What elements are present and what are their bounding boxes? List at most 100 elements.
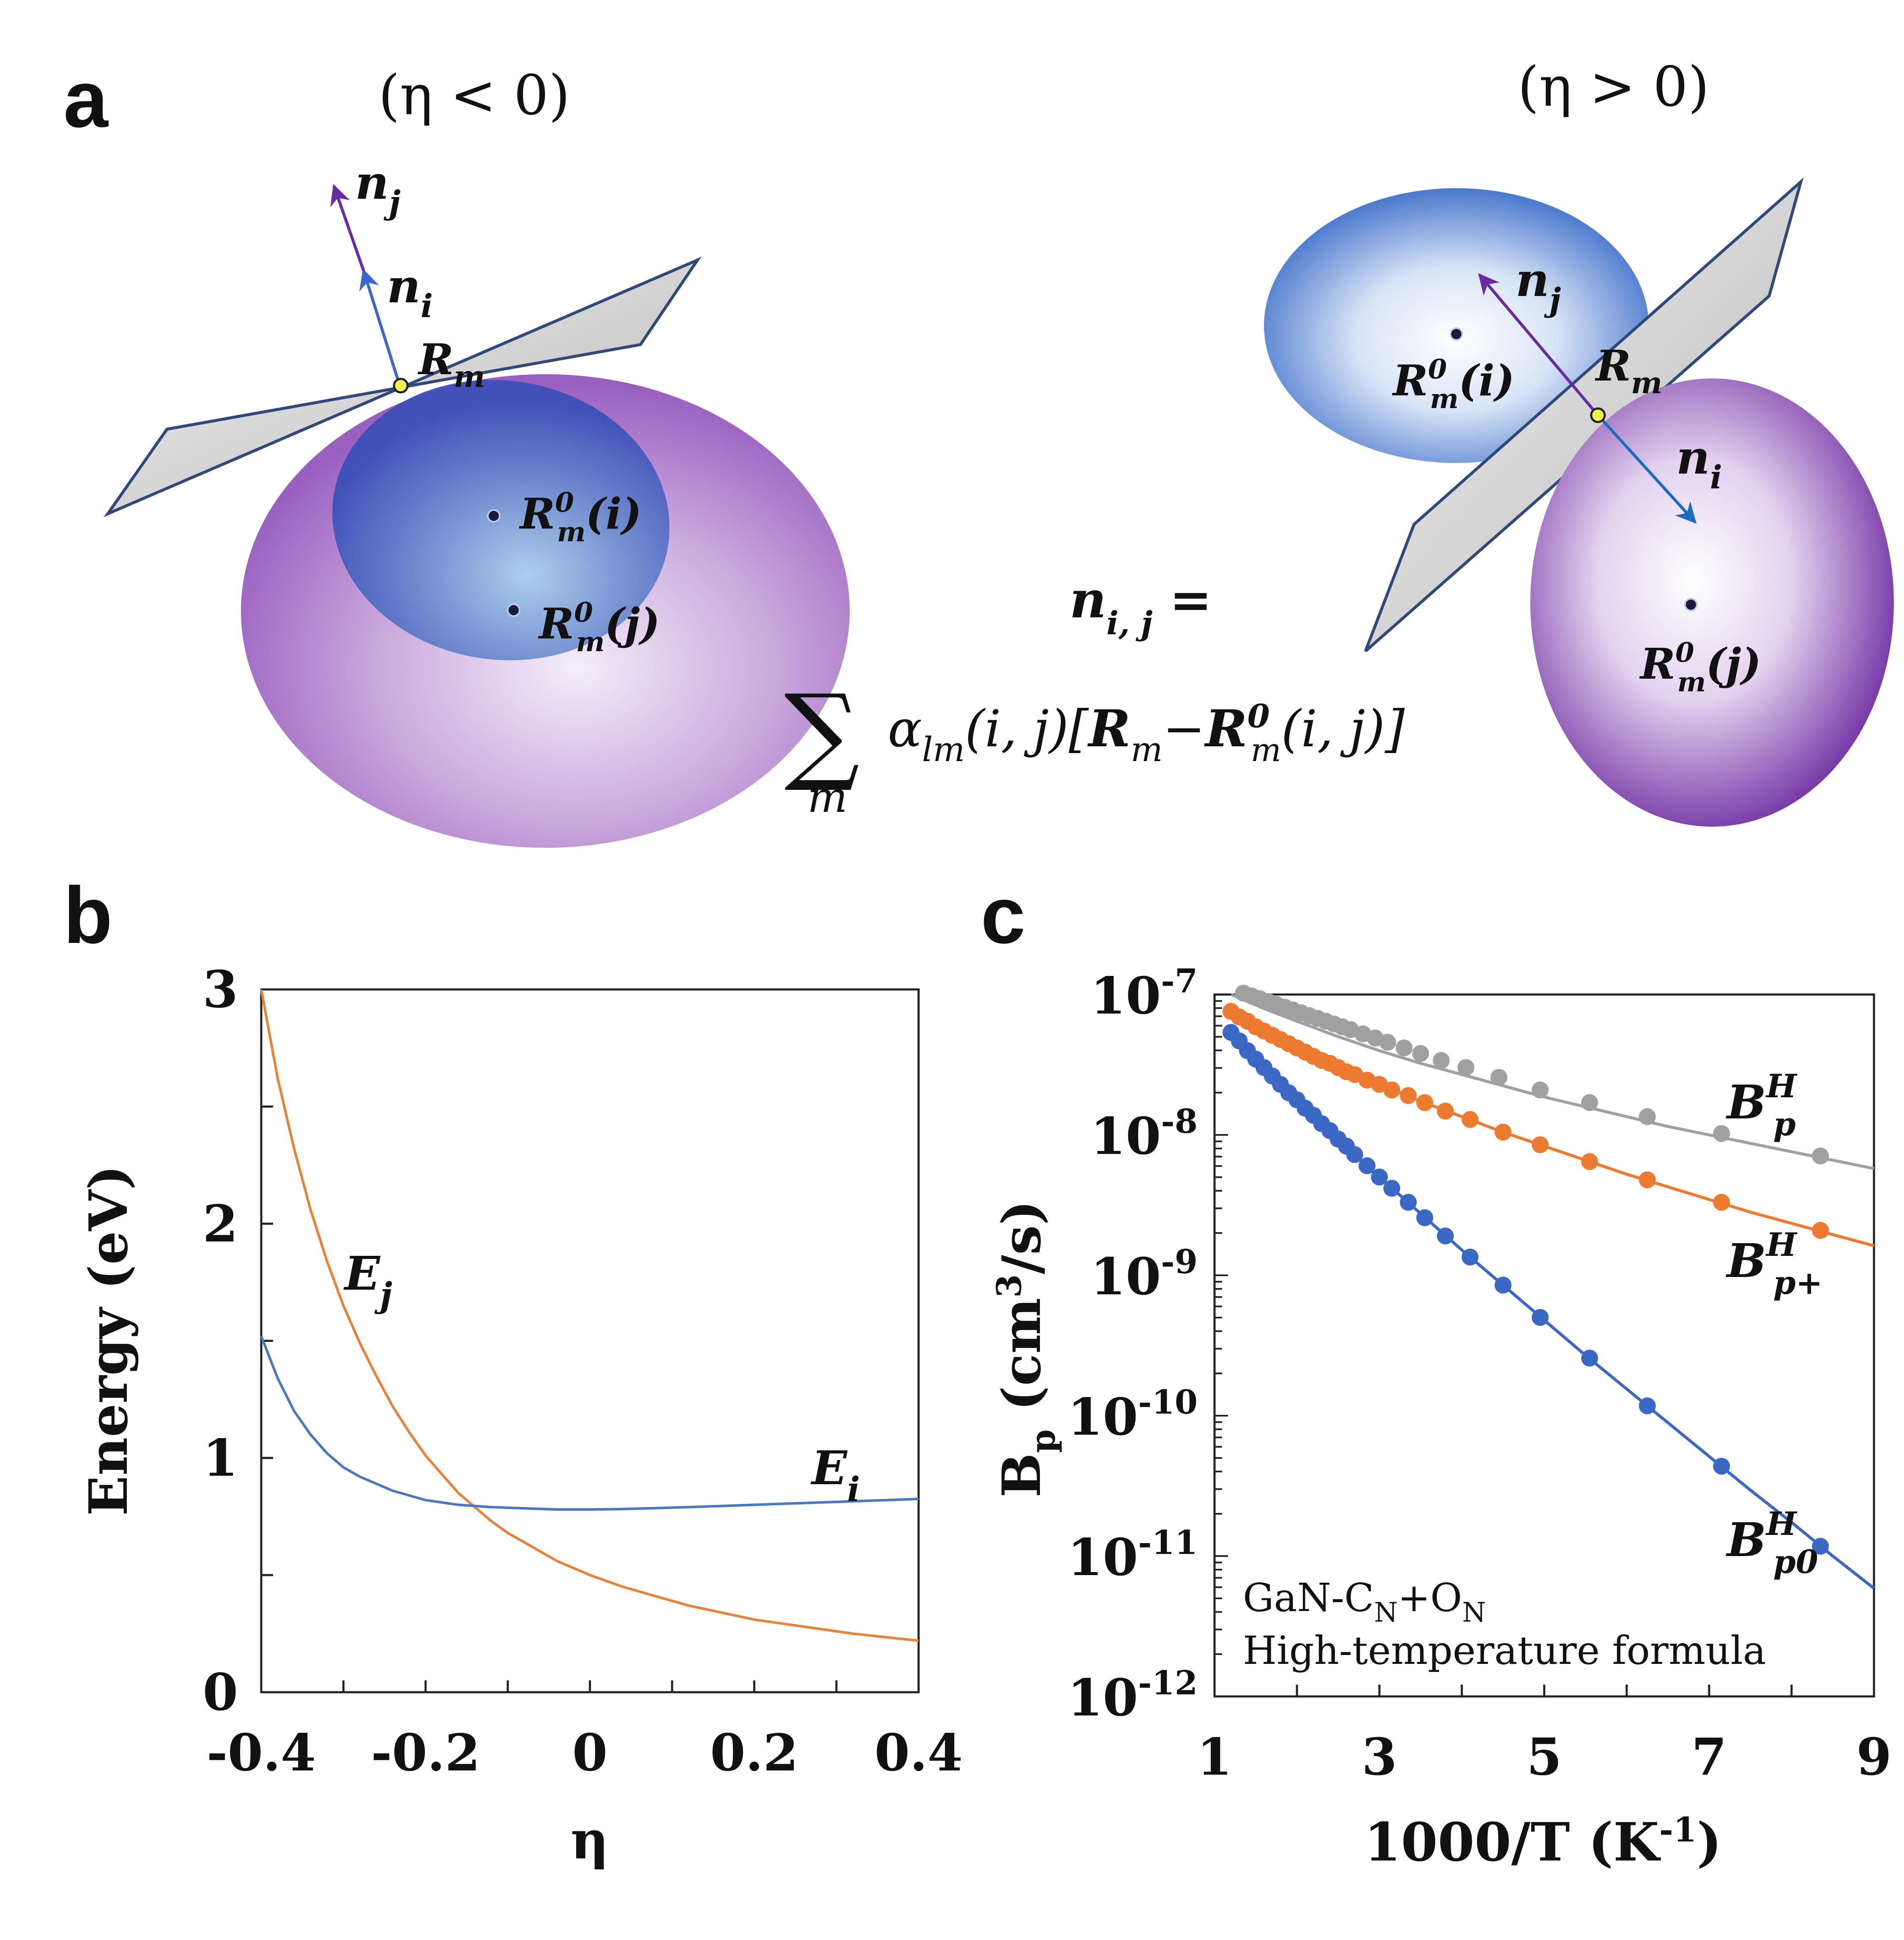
chart-c-y-tick-label: 10-8 — [1090, 1102, 1198, 1166]
label-ni-right: ni — [1676, 430, 1722, 496]
chart-c-point-1 — [1416, 1094, 1433, 1111]
chart-b-series-line-0 — [260, 989, 919, 1642]
contact-point-left — [393, 378, 409, 394]
chart-c-point-2 — [1383, 1180, 1401, 1197]
right-condition: (η > 0) — [1518, 55, 1710, 119]
label-Rm-right: Rm — [1595, 341, 1662, 400]
chart-c-point-0 — [1395, 1039, 1413, 1057]
chart-c-point-2 — [1812, 1537, 1829, 1555]
chart-c-point-0 — [1490, 1069, 1507, 1086]
contact-point-right — [1590, 407, 1606, 423]
chart-c-point-1 — [1713, 1194, 1730, 1211]
chart-c-y-ticks: 10-7 10-8 10-9 10-10 10-11 10-12 — [1067, 962, 1228, 1728]
chart-c-point-0 — [1532, 1081, 1549, 1099]
chart-b-y-tick-label: 3 — [203, 960, 238, 1019]
right-purple-ellipsoid — [1530, 378, 1894, 827]
normal-ni-arrow-right — [1597, 414, 1697, 524]
label-R0-j-left: R0 m(j) — [538, 597, 660, 658]
label-Bp: BH p — [1726, 1067, 1797, 1143]
center-j-left — [507, 603, 520, 617]
right-ellipsoid-group: nj Rm ni R0 m(i) R0 m(j) — [1264, 177, 1894, 827]
chart-b-x-ticks: -0.4 -0.2 0 0.2 0.4 — [207, 1680, 963, 1783]
center-i-right — [1450, 327, 1463, 341]
label-ni-left: ni — [387, 259, 433, 325]
chart-c-point-1 — [1400, 1087, 1417, 1104]
chart-c-point-1 — [1812, 1222, 1829, 1239]
chart-b-x-tick-label: -0.2 — [371, 1723, 480, 1783]
left-ellipsoid-group: nj ni Rm R0 m(i) R0 m(j) — [104, 155, 850, 848]
chart-c-point-0 — [1379, 1033, 1396, 1051]
chart-b-x-tick-label: -0.4 — [207, 1723, 316, 1783]
chart-c-point-2 — [1416, 1209, 1433, 1226]
chart-c-point-1 — [1461, 1111, 1479, 1128]
chart-c-point-1 — [1494, 1123, 1512, 1141]
chart-c-x-tick-label: 3 — [1362, 1727, 1397, 1787]
inner-blue-ellipsoid — [332, 380, 670, 660]
label-Bp-plus: BH p+ — [1726, 1226, 1823, 1302]
chart-c-point-2 — [1400, 1194, 1417, 1211]
panel-b-letter: b — [63, 871, 112, 960]
chart-b-series — [260, 989, 919, 1642]
chart-b-x-tick-label: 0.2 — [710, 1723, 799, 1783]
normal-nj-arrow-right — [1478, 273, 1599, 416]
left-condition: (η < 0) — [378, 63, 570, 127]
panel-a: a (η < 0) (η > 0) nj ni Rm R0 m(i) R0 m(j)… — [63, 55, 1894, 848]
annotation-material: GaN-CN+ON — [1243, 1575, 1486, 1628]
label-Ei: Ei — [810, 1441, 860, 1509]
chart-c-x-tick-label: 5 — [1526, 1727, 1562, 1787]
chart-c-point-2 — [1494, 1277, 1512, 1294]
chart-c-x-tick-label: 9 — [1856, 1727, 1892, 1787]
chart-c-point-0 — [1457, 1059, 1475, 1076]
label-Ej: Ej — [343, 1246, 392, 1315]
chart-c-y-tick-label: 10-12 — [1067, 1664, 1198, 1728]
label-R0-i-left: R0 m(i) — [519, 487, 642, 548]
right-blue-ellipsoid — [1264, 188, 1649, 463]
chart-c-point-2 — [1639, 1397, 1656, 1414]
chart-c-y-tick-label: 10-10 — [1067, 1383, 1198, 1447]
formula-body: αlm(i, j)[Rm−R0 m(i, j)] — [888, 697, 1405, 769]
chart-c-series — [1223, 984, 1875, 1590]
annotation-method: High-temperature formula — [1243, 1628, 1766, 1673]
chart-c-point-2 — [1437, 1228, 1454, 1244]
chart-c-point-0 — [1433, 1052, 1450, 1069]
chart-b-y-tick-label: 0 — [203, 1663, 238, 1722]
chart-b-ylabel: Energy (eV) — [78, 1165, 140, 1516]
label-Rm-left: Rm — [417, 334, 485, 394]
center-i-left — [487, 509, 501, 523]
label-nj-left: nj — [355, 155, 400, 221]
chart-c-point-2 — [1461, 1248, 1479, 1266]
chart-c-point-2 — [1371, 1168, 1388, 1186]
chart-c-point-1 — [1532, 1136, 1549, 1154]
panel-a-letter: a — [63, 55, 109, 144]
chart-c-x-ticks: 1 3 5 7 9 — [1197, 1685, 1892, 1787]
chart-c-point-2 — [1713, 1458, 1730, 1475]
chart-c-point-2 — [1581, 1349, 1598, 1367]
formula-lhs: ni, j = — [1070, 570, 1212, 642]
chart-c-y-tick-label: 10-7 — [1090, 962, 1198, 1026]
chart-c-point-1 — [1639, 1171, 1656, 1189]
center-j-right — [1684, 598, 1698, 611]
panel-c: c 10-7 10-8 10-9 10-10 10-11 10-12 1 3 5 7 9 1000… — [981, 871, 1892, 1873]
chart-b-y-tick-label: 1 — [203, 1428, 238, 1488]
chart-c-point-0 — [1639, 1108, 1656, 1125]
chart-c-y-tick-label: 10-11 — [1067, 1524, 1198, 1587]
chart-c-point-0 — [1412, 1045, 1429, 1062]
chart-c-point-0 — [1812, 1147, 1829, 1165]
chart-b-y-tick-label: 2 — [203, 1194, 238, 1254]
chart-c-point-1 — [1437, 1102, 1454, 1120]
chart-c-x-tick-label: 1 — [1197, 1727, 1232, 1787]
normal-nj-arrow-left — [330, 184, 365, 271]
chart-c-point-0 — [1581, 1094, 1598, 1111]
chart-b-xlabel: η — [571, 1809, 609, 1871]
chart-c-point-1 — [1581, 1153, 1598, 1170]
chart-c-point-2 — [1532, 1309, 1549, 1326]
formula-sum-index: m — [807, 773, 848, 822]
chart-c-xlabel: 1000/T (K-1) — [1364, 1810, 1722, 1873]
label-Bp0: BH p0 — [1726, 1505, 1818, 1581]
chart-c-ylabel: Bp (cm3/s) — [989, 1200, 1063, 1497]
normal-vector-formula: ni, j = ∑ m αlm(i, j)[Rm−R0 m(i, j)] — [784, 570, 1405, 822]
panel-c-letter: c — [981, 871, 1026, 960]
chart-c-point-0 — [1713, 1125, 1730, 1142]
